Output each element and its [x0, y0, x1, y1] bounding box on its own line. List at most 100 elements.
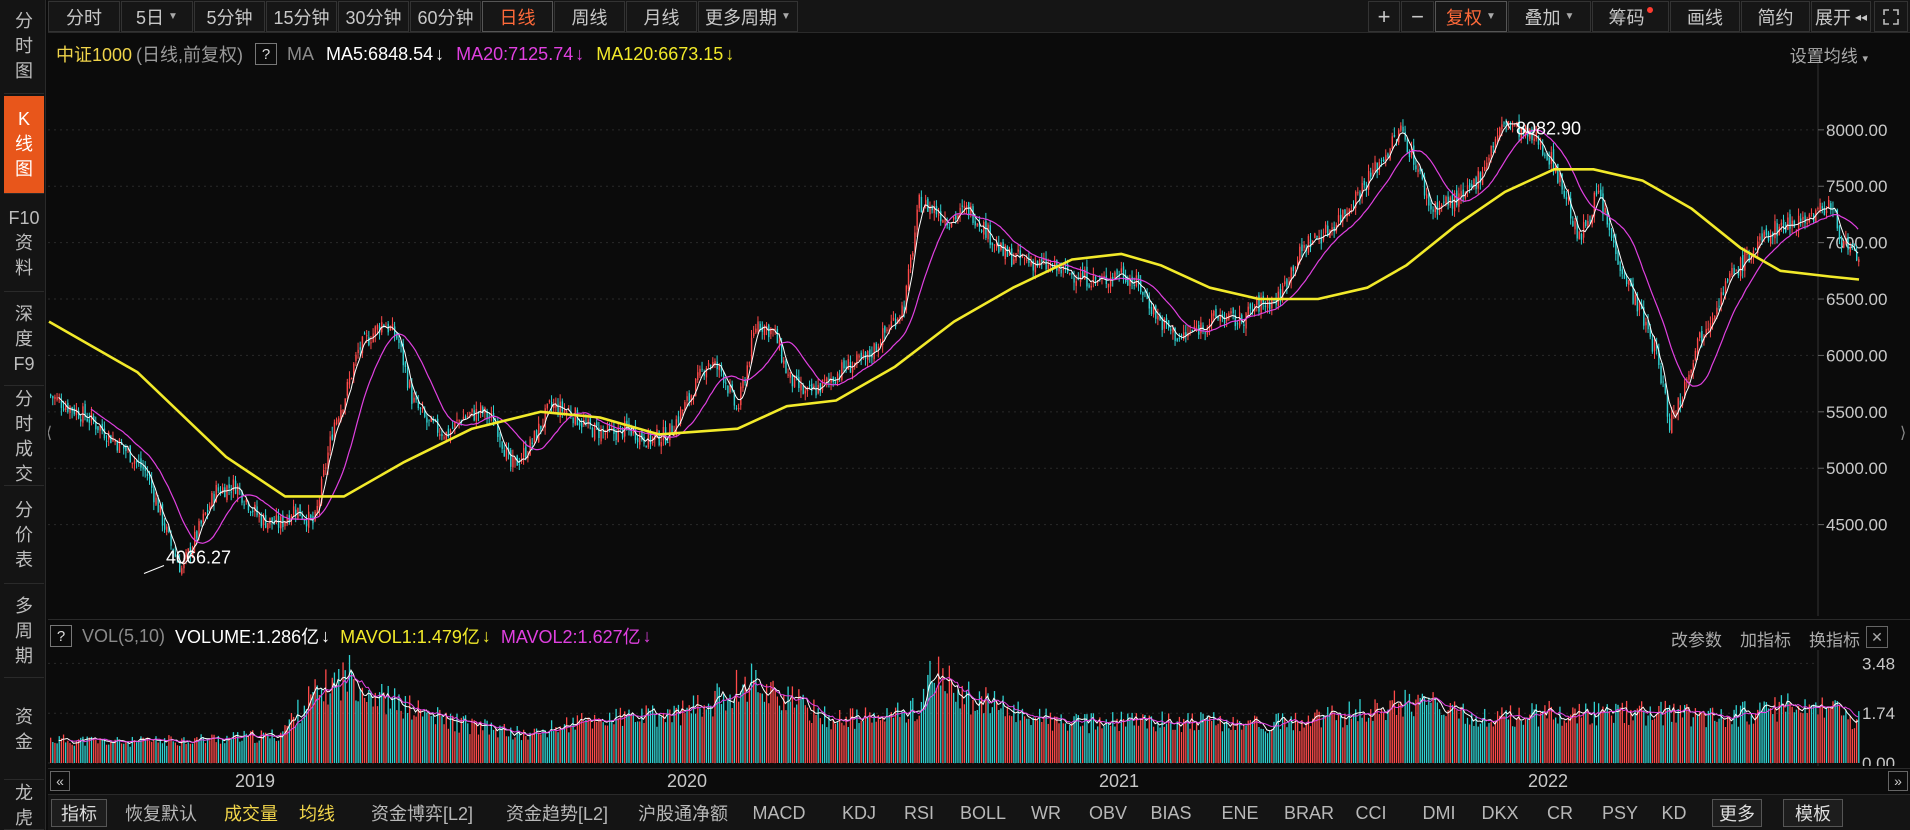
volume-bar: [800, 697, 802, 763]
volume-bar: [1456, 710, 1458, 763]
indicator-tab-0[interactable]: 指标: [51, 799, 107, 827]
kline-chart-panel[interactable]: 8000.00 7500.00 7000.00 6500.00 6000.00 5500.…: [48, 36, 1910, 616]
volume-bar: [546, 737, 548, 763]
fullscreen-icon[interactable]: [1874, 1, 1908, 32]
indicator-tab-17[interactable]: DMI: [1422, 802, 1456, 823]
period-tab-7[interactable]: 周线: [554, 1, 625, 32]
period-tab-6[interactable]: 日线: [482, 1, 553, 32]
period-label: 更多周期: [705, 7, 778, 28]
indicator-tab-14[interactable]: ENE: [1221, 802, 1259, 823]
volume-bar: [1856, 719, 1858, 763]
candle-body: [1221, 314, 1224, 318]
candle-body: [667, 441, 669, 443]
indicator-tab-4[interactable]: 资金博弈[L2]: [370, 804, 474, 824]
help-button[interactable]: ?: [255, 43, 278, 65]
indicator-tab-16[interactable]: CCI: [1355, 802, 1387, 823]
candle-body: [224, 487, 226, 498]
indicator-tab-9[interactable]: RSI: [903, 802, 934, 823]
candle-body: [1254, 307, 1256, 312]
ma120-arrow-icon: ↓: [725, 43, 735, 64]
zoom-out-button-label: −: [1411, 3, 1424, 29]
indicator-tab-8[interactable]: KDJ: [841, 802, 876, 823]
indicator-tab-22[interactable]: 更多: [1712, 799, 1762, 827]
indicator-tab-19[interactable]: CR: [1547, 802, 1573, 823]
period-tab-3[interactable]: 15分钟: [266, 1, 337, 32]
indicator-tab-10[interactable]: BOLL: [959, 802, 1007, 823]
expand-button[interactable]: 展开 ◂◂: [1811, 1, 1871, 32]
period-tab-2[interactable]: 5分钟: [194, 1, 265, 32]
sidebar-item-multi-period[interactable]: 多周期: [4, 586, 44, 678]
period-tab-1[interactable]: 5日 ▼: [121, 1, 193, 32]
sidebar-label: 周: [15, 621, 33, 641]
set-ma-button[interactable]: 设置均线 ▾: [1790, 42, 1868, 67]
indicator-tab-15[interactable]: BRAR: [1283, 802, 1334, 823]
candle-body: [1486, 162, 1488, 170]
indicator-tab-11[interactable]: WR: [1031, 802, 1061, 823]
indicator-tab-1[interactable]: 恢复默认: [125, 804, 197, 824]
volume-bar: [1417, 694, 1419, 763]
period-tab-8[interactable]: 月线: [626, 1, 697, 32]
candle-body: [1593, 192, 1596, 217]
chips-button[interactable]: 筹码: [1592, 1, 1669, 32]
volume-bar: [1617, 704, 1619, 763]
indicator-tab-6[interactable]: 沪股通净额: [638, 804, 728, 824]
switch-indicator-button[interactable]: 换指标: [1809, 631, 1860, 650]
volume-bar: [1754, 713, 1757, 763]
candle-body: [1032, 261, 1034, 271]
indicator-tab-3[interactable]: 均线: [299, 804, 335, 824]
period-tab-9[interactable]: 更多周期 ▼: [698, 1, 798, 32]
volume-bar: [105, 744, 108, 763]
candle-body: [105, 440, 108, 442]
sidebar-item-fenshi[interactable]: 分时图: [4, 0, 44, 94]
indicator-tab-20[interactable]: PSY: [1601, 802, 1639, 823]
sidebar-item-fund[interactable]: 资金: [4, 680, 44, 780]
add-indicator-button[interactable]: 加指标: [1740, 631, 1791, 650]
close-icon[interactable]: ✕: [1866, 626, 1888, 648]
sidebar-item-price-table[interactable]: 分价表: [4, 488, 44, 584]
indicator-tab-18[interactable]: DKX: [1481, 802, 1519, 823]
candle-body: [1387, 153, 1389, 157]
indicator-tab-23[interactable]: 模板: [1783, 799, 1843, 827]
sidebar-item-trades[interactable]: 分时成交: [4, 388, 44, 486]
period-tab-5[interactable]: 60分钟: [410, 1, 481, 32]
volume-bar: [1737, 726, 1740, 763]
volume-chart[interactable]: 3.481.740.00: [48, 620, 1910, 766]
volume-bar: [675, 707, 677, 763]
candle-body: [174, 553, 177, 557]
volume-panel[interactable]: 3.48 1.74 0.00 ? VOL(5,10) VOLUME:1.286亿 ↓…: [48, 619, 1910, 766]
volume-bar: [1858, 711, 1860, 763]
candle-body: [234, 480, 237, 494]
indicator-tab-7[interactable]: MACD: [752, 802, 806, 823]
zoom-in-button[interactable]: +: [1368, 1, 1400, 32]
sidebar-item-dragon[interactable]: 龙虎: [4, 782, 44, 830]
kline-chart[interactable]: 8000.007500.007000.006500.006000.005500.…: [48, 36, 1910, 616]
indicator-tab-5[interactable]: 资金趋势[L2]: [505, 804, 609, 824]
volume-bar: [1385, 720, 1387, 763]
expand-arrows-icon: ◂◂: [1854, 9, 1868, 24]
candle-body: [426, 417, 428, 423]
indicator-tab-21[interactable]: KD: [1661, 802, 1687, 823]
scroll-left-icon[interactable]: «: [50, 771, 70, 791]
period-tab-0[interactable]: 分时: [48, 1, 120, 32]
overlay-button[interactable]: 叠加 ▼: [1508, 1, 1591, 32]
candle-body: [731, 384, 733, 390]
indicator-tab-13[interactable]: BIAS: [1150, 802, 1192, 823]
candle-body: [598, 428, 600, 439]
sidebar-item-depth[interactable]: 深度 F9: [4, 294, 44, 386]
candle-body: [454, 421, 456, 428]
volume-bar: [1428, 697, 1430, 763]
indicator-tab-12[interactable]: OBV: [1088, 802, 1127, 823]
draw-button[interactable]: 画线: [1670, 1, 1740, 32]
volume-bar: [735, 669, 738, 763]
simple-button[interactable]: 简约: [1741, 1, 1810, 32]
candle-body: [1002, 242, 1004, 256]
edit-params-button[interactable]: 改参数: [1671, 631, 1722, 650]
zoom-out-button[interactable]: −: [1401, 1, 1434, 32]
adjust-button[interactable]: 复权 ▼: [1435, 1, 1507, 32]
indicator-tab-2[interactable]: 成交量: [224, 804, 278, 824]
volume-help-button[interactable]: ?: [50, 625, 72, 647]
period-tab-4[interactable]: 30分钟: [338, 1, 409, 32]
sidebar-item-f10[interactable]: F10 资料: [4, 196, 44, 292]
scroll-right-icon[interactable]: »: [1888, 771, 1908, 791]
